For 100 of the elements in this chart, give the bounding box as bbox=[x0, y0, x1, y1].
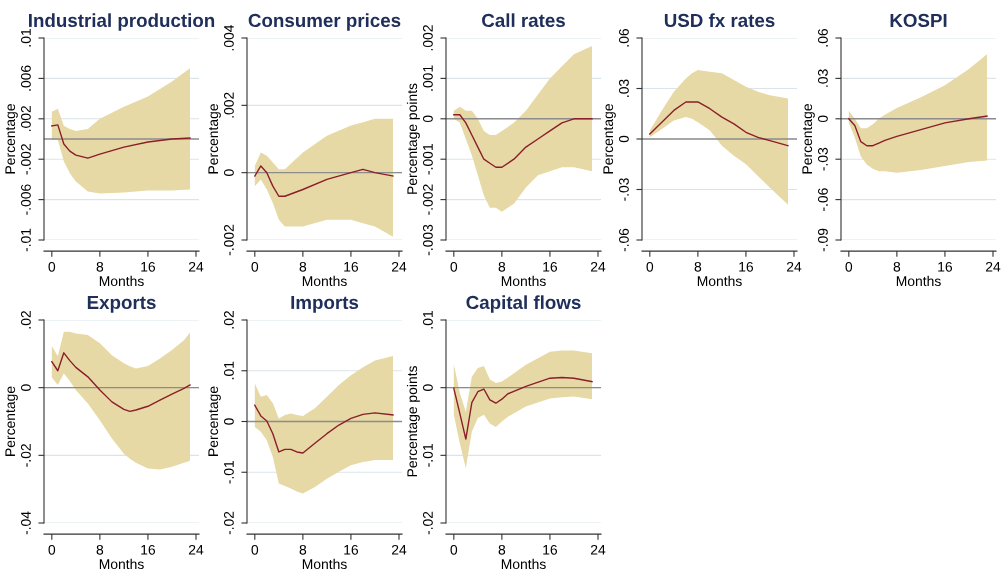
x-tick-label: 24 bbox=[786, 261, 802, 272]
y-tick-label: -.001 bbox=[423, 144, 433, 175]
x-tick-label: 24 bbox=[188, 261, 204, 272]
y-tick-label: .02 bbox=[224, 311, 234, 329]
x-tick-label: 16 bbox=[543, 544, 558, 555]
y-axis-title: Percentage bbox=[5, 386, 18, 456]
y-tick-label: -.02 bbox=[21, 444, 31, 467]
y-tick-label: -.04 bbox=[21, 511, 31, 535]
x-axis-title: Months bbox=[501, 275, 546, 287]
chart-title: Imports bbox=[291, 295, 359, 313]
x-tick-label: 8 bbox=[96, 544, 104, 555]
y-tick-label: -.01 bbox=[224, 460, 234, 484]
y-tick-label: .03 bbox=[818, 69, 828, 87]
x-tick-label: 16 bbox=[543, 261, 558, 272]
x-tick-label: 8 bbox=[299, 544, 307, 555]
chart-title: KOSPI bbox=[890, 13, 947, 28]
y-tick-label: 0 bbox=[224, 169, 234, 176]
y-tick-label: .03 bbox=[619, 79, 629, 97]
y-tick-label: .06 bbox=[619, 28, 629, 47]
x-tick-label: 16 bbox=[344, 544, 359, 555]
y-tick-label: -.03 bbox=[619, 178, 629, 201]
y-tick-label: -.003 bbox=[423, 224, 433, 256]
y-tick-label: 0 bbox=[818, 115, 828, 123]
x-axis-title: Months bbox=[501, 558, 546, 570]
y-tick-label: -.002 bbox=[423, 184, 433, 215]
x-axis-title: Months bbox=[896, 275, 941, 287]
y-tick-label: .002 bbox=[423, 25, 433, 51]
y-tick-label: .01 bbox=[224, 361, 234, 380]
y-tick-label: .002 bbox=[21, 105, 31, 132]
x-tick-label: 0 bbox=[450, 261, 458, 272]
y-tick-label: -.01 bbox=[423, 444, 433, 467]
x-tick-label: 24 bbox=[391, 544, 407, 555]
x-tick-label: 16 bbox=[739, 261, 754, 272]
y-tick-label: .01 bbox=[423, 311, 433, 329]
y-tick-label: .001 bbox=[423, 65, 433, 91]
y-tick-label: -.02 bbox=[423, 511, 433, 535]
y-tick-label: .02 bbox=[21, 311, 31, 329]
chart-title: Capital flows bbox=[466, 295, 581, 313]
x-tick-label: 8 bbox=[299, 261, 307, 272]
y-tick-label: .06 bbox=[818, 28, 828, 47]
y-tick-label: -.02 bbox=[224, 511, 234, 535]
y-tick-label: -.06 bbox=[619, 228, 629, 252]
x-axis-title: Months bbox=[697, 275, 742, 287]
x-axis-title: Months bbox=[302, 558, 347, 570]
x-tick-label: 0 bbox=[251, 261, 259, 272]
x-tick-label: 8 bbox=[893, 261, 901, 272]
y-axis-title: Percentage bbox=[208, 104, 221, 174]
x-axis-title: Months bbox=[99, 275, 144, 287]
y-tick-label: -.01 bbox=[21, 228, 31, 252]
x-tick-label: 8 bbox=[498, 544, 506, 555]
x-tick-label: 0 bbox=[845, 261, 853, 272]
y-tick-label: .004 bbox=[224, 24, 234, 51]
y-tick-label: .01 bbox=[21, 29, 31, 47]
x-tick-label: 16 bbox=[141, 261, 156, 272]
line-series bbox=[51, 124, 191, 159]
x-tick-label: 24 bbox=[188, 544, 204, 555]
line-series bbox=[51, 352, 191, 413]
line-series bbox=[254, 404, 394, 454]
y-tick-label: -.09 bbox=[818, 228, 828, 252]
x-tick-label: 0 bbox=[450, 544, 458, 555]
y-tick-label: -.002 bbox=[224, 224, 234, 256]
y-tick-label: 0 bbox=[224, 418, 234, 425]
line-series bbox=[649, 101, 789, 147]
x-tick-label: 0 bbox=[646, 261, 654, 272]
x-tick-label: 16 bbox=[141, 544, 156, 555]
line-series bbox=[254, 165, 394, 197]
y-axis-title: Percentage bbox=[802, 104, 815, 174]
chart-title: USD fx rates bbox=[664, 13, 775, 28]
y-axis-title: Percentage points bbox=[406, 83, 420, 194]
y-axis-title: Percentage bbox=[5, 104, 18, 174]
x-axis-title: Months bbox=[302, 275, 347, 287]
x-tick-label: 0 bbox=[251, 544, 259, 555]
x-tick-label: 0 bbox=[48, 544, 56, 555]
x-tick-label: 24 bbox=[985, 261, 1001, 272]
x-tick-label: 8 bbox=[96, 261, 104, 272]
chart-title: Call rates bbox=[482, 13, 565, 28]
x-tick-label: 8 bbox=[498, 261, 506, 272]
x-tick-label: 24 bbox=[391, 261, 407, 272]
y-tick-label: 0 bbox=[619, 135, 629, 143]
y-tick-label: 0 bbox=[423, 384, 433, 391]
x-tick-label: 0 bbox=[48, 261, 56, 272]
chart-title: Exports bbox=[87, 295, 156, 313]
y-tick-label: -.06 bbox=[818, 188, 828, 211]
x-axis-title: Months bbox=[99, 558, 144, 570]
y-tick-label: -.03 bbox=[818, 147, 828, 171]
line-series bbox=[453, 114, 593, 168]
y-tick-label: -.006 bbox=[21, 184, 31, 215]
y-tick-label: 0 bbox=[423, 115, 433, 123]
x-tick-label: 24 bbox=[590, 261, 606, 272]
x-tick-label: 8 bbox=[694, 261, 702, 272]
y-tick-label: -.002 bbox=[21, 144, 31, 175]
y-axis-title: Percentage bbox=[603, 104, 616, 174]
chart-title: Consumer prices bbox=[248, 13, 401, 31]
y-axis-title: Percentage points bbox=[406, 366, 420, 477]
line-series bbox=[848, 115, 988, 147]
y-tick-label: .006 bbox=[21, 65, 31, 91]
x-tick-label: 16 bbox=[344, 261, 359, 272]
x-tick-label: 24 bbox=[590, 544, 606, 555]
y-tick-label: .002 bbox=[224, 92, 234, 118]
y-axis-title: Percentage bbox=[208, 386, 221, 456]
